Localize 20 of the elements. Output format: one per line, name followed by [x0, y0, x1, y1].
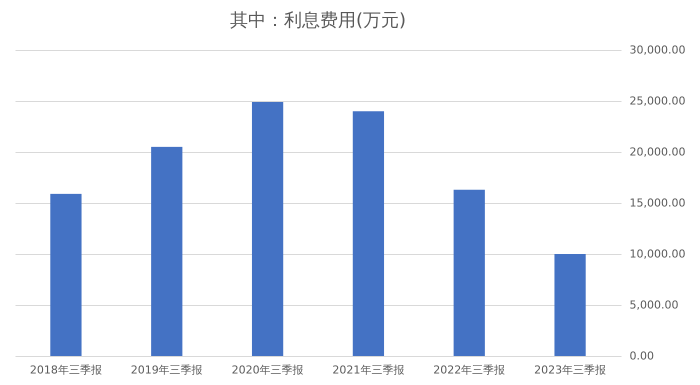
y-tick-label: 10,000.00 — [630, 248, 686, 260]
bar — [554, 254, 586, 356]
chart-title: 其中：利息费用(万元) — [230, 10, 406, 31]
bar — [352, 111, 384, 356]
x-tick-label: 2021年三季报 — [332, 364, 404, 376]
x-tick-label: 2023年三季报 — [534, 364, 606, 376]
y-tick-label: 0.00 — [630, 350, 654, 362]
x-tick-label: 2020年三季报 — [232, 364, 304, 376]
bar — [252, 102, 284, 356]
bar — [151, 146, 182, 356]
y-tick-label: 15,000.00 — [630, 196, 686, 210]
y-tick-label: 25,000.00 — [630, 94, 686, 108]
x-tick-label: 2018年三季报 — [30, 364, 102, 376]
bar — [50, 194, 82, 356]
y-tick-label: 30,000.00 — [630, 44, 686, 56]
x-tick-label: 2022年三季报 — [433, 364, 506, 376]
x-tick-label: 2019年三季报 — [130, 364, 203, 376]
y-tick-label: 5,000.00 — [630, 298, 678, 312]
y-tick-label: 20,000.00 — [630, 146, 686, 158]
bar — [454, 190, 485, 356]
